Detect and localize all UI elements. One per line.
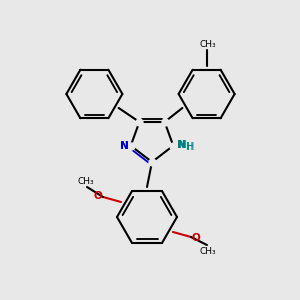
Text: CH₃: CH₃ xyxy=(78,176,94,185)
Text: O: O xyxy=(94,191,102,201)
Text: N: N xyxy=(120,141,129,151)
Text: H: H xyxy=(186,142,194,152)
Text: O: O xyxy=(192,233,200,243)
Text: H: H xyxy=(187,142,194,152)
Text: CH₃: CH₃ xyxy=(199,40,216,50)
Text: N: N xyxy=(177,140,186,150)
Text: N: N xyxy=(178,140,187,150)
Text: N: N xyxy=(120,141,129,151)
Text: CH₃: CH₃ xyxy=(200,247,216,256)
